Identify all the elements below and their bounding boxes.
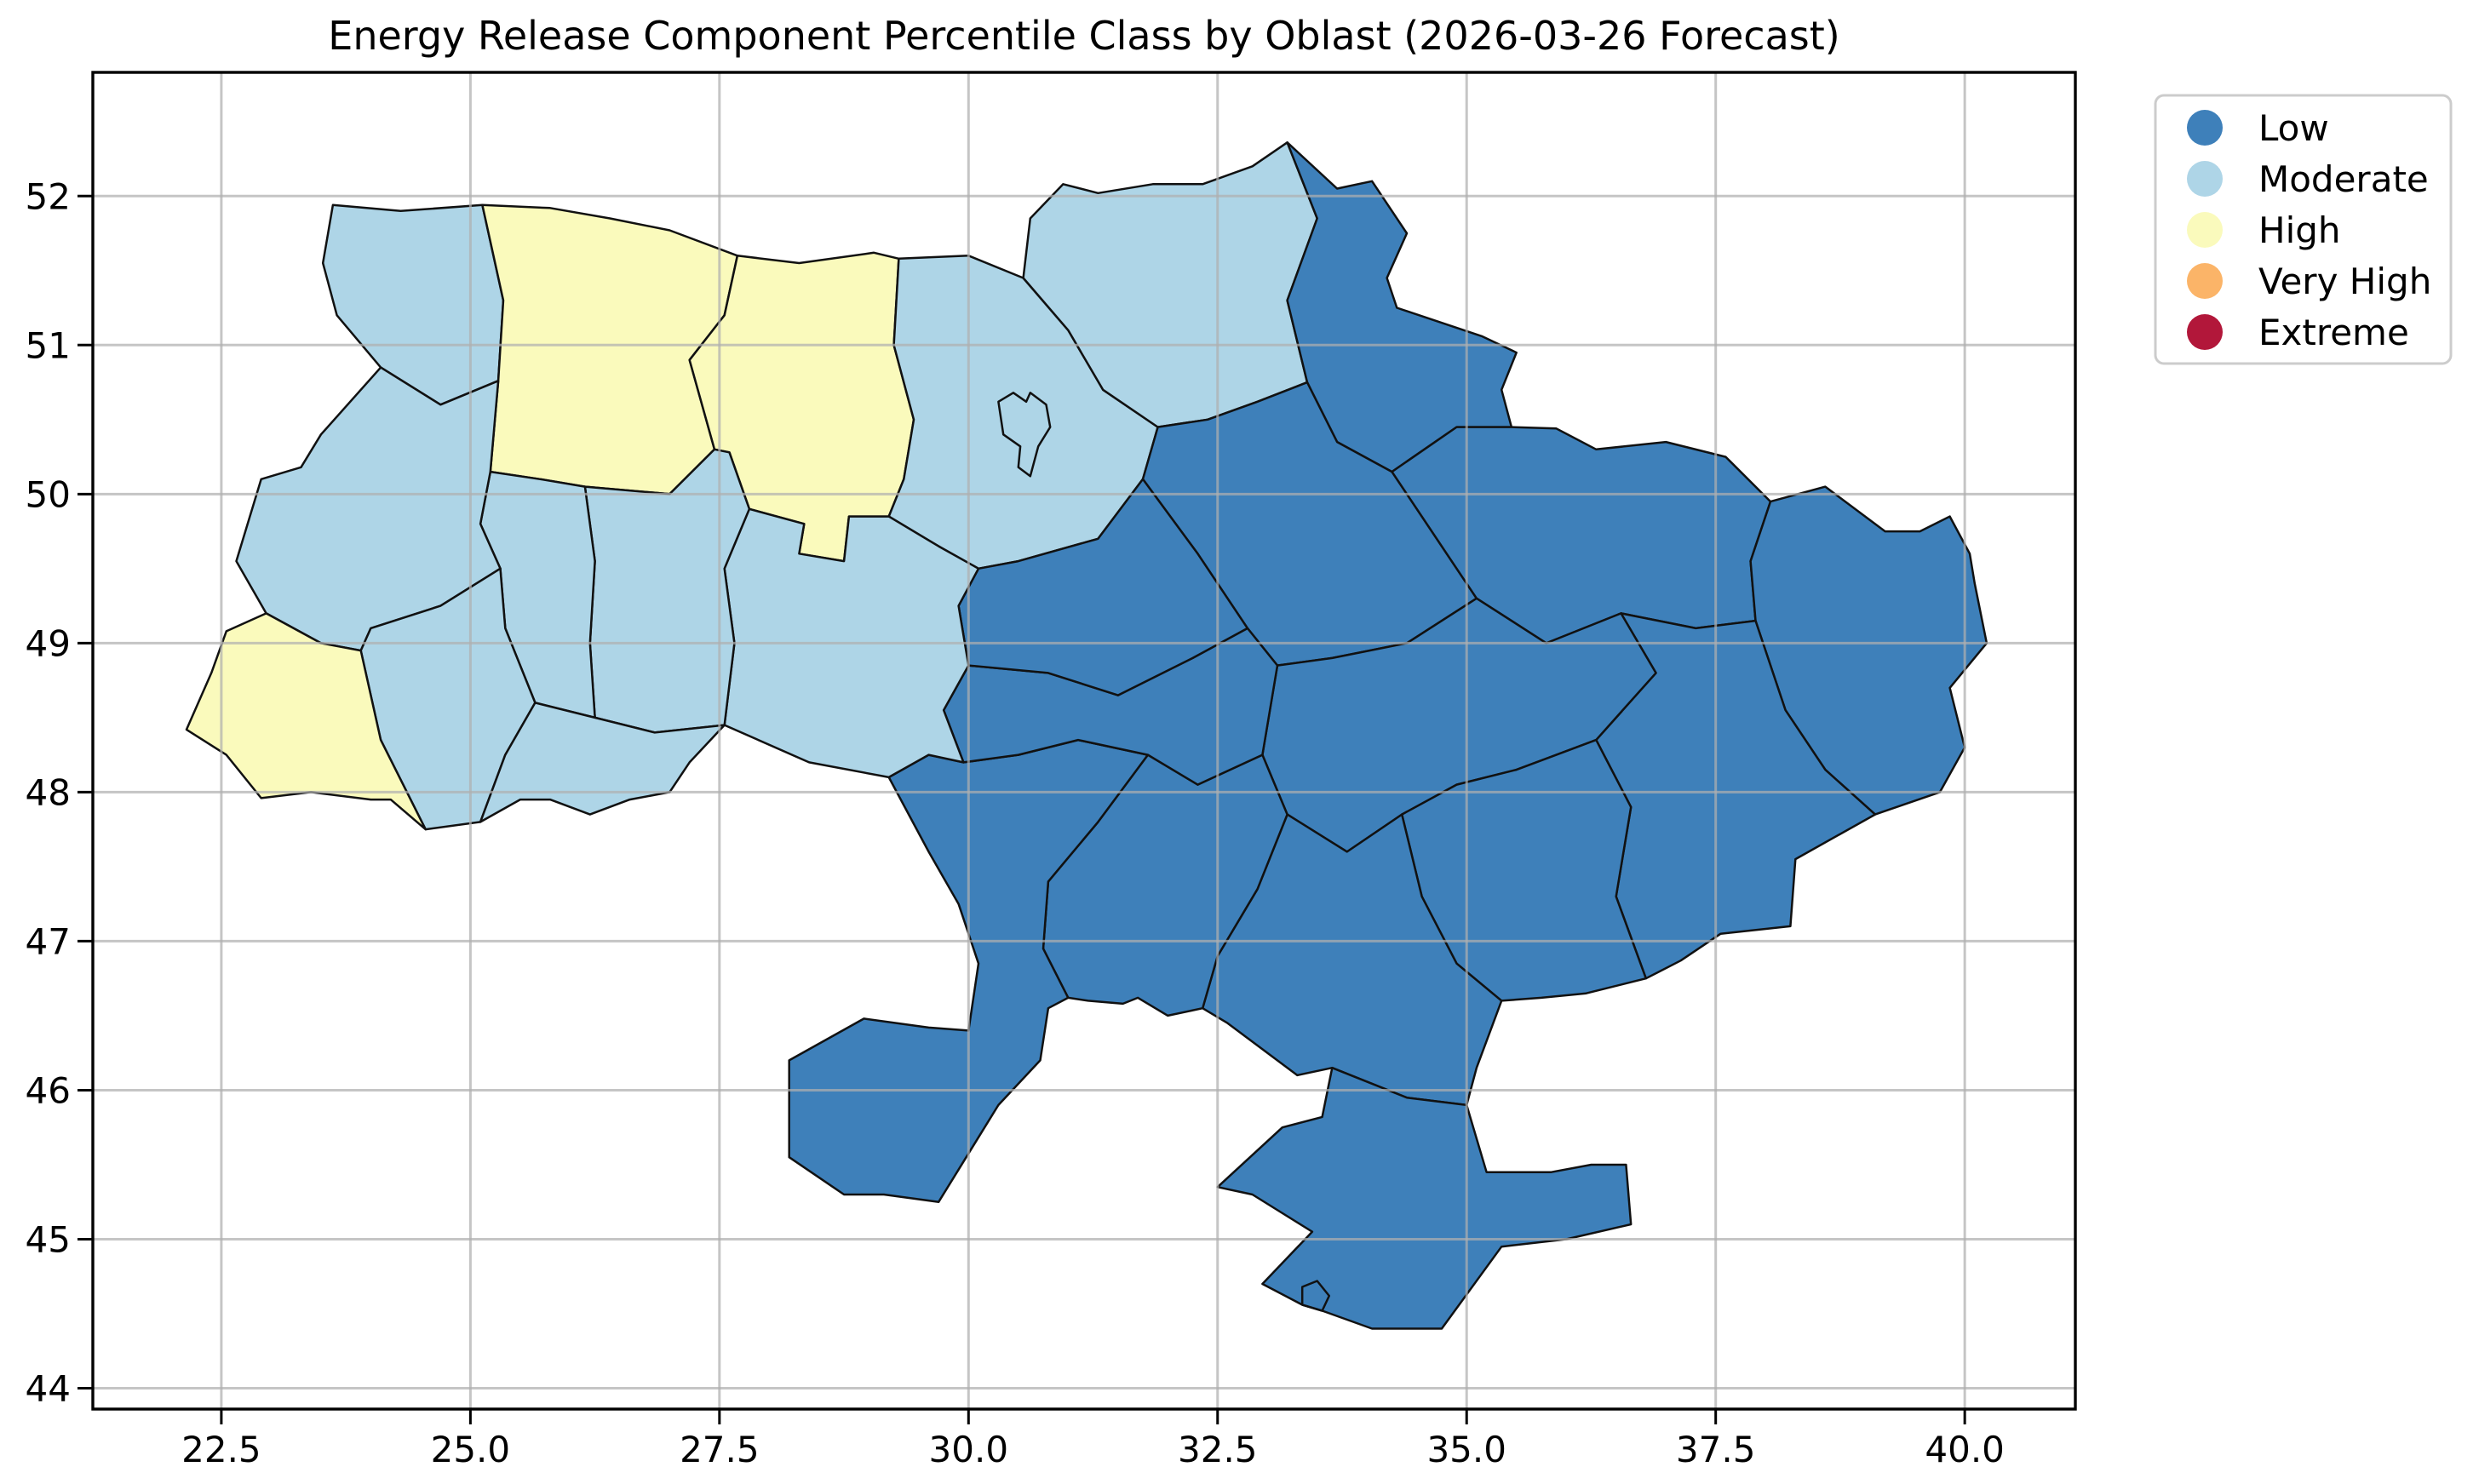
y-tick-label: 46 xyxy=(26,1069,71,1111)
x-tick-label: 30.0 xyxy=(929,1429,1009,1470)
legend-marker-low xyxy=(2187,110,2223,146)
y-tick-label: 44 xyxy=(26,1367,71,1409)
y-tick-label: 52 xyxy=(26,175,71,217)
x-tick-label: 25.0 xyxy=(431,1429,511,1470)
x-tick-label: 37.5 xyxy=(1676,1429,1756,1470)
y-tick-label: 47 xyxy=(26,920,71,962)
x-tick-label: 27.5 xyxy=(680,1429,760,1470)
legend-label-high: High xyxy=(2258,209,2341,251)
legend-marker-high xyxy=(2187,212,2223,248)
region-cherkasy xyxy=(957,478,1249,696)
y-tick-label: 51 xyxy=(26,324,71,366)
chart-title: Energy Release Component Percentile Clas… xyxy=(328,13,1839,59)
legend-label-extreme: Extreme xyxy=(2258,312,2409,353)
map-regions-layer xyxy=(185,141,1988,1330)
legend-label-very-high: Very High xyxy=(2258,261,2431,302)
x-tick-label: 35.0 xyxy=(1426,1429,1506,1470)
y-tick-label: 49 xyxy=(26,622,71,664)
legend: Low Moderate High Very High Extreme xyxy=(2154,94,2453,365)
legend-marker-extreme xyxy=(2187,314,2223,350)
region-sevastopol xyxy=(1300,1280,1331,1312)
legend-label-moderate: Moderate xyxy=(2258,158,2429,200)
region-crimea xyxy=(1216,1066,1633,1330)
region-zakarpattia xyxy=(185,612,427,831)
y-tick-label: 50 xyxy=(26,473,71,515)
legend-marker-moderate xyxy=(2187,161,2223,197)
plot-area-border xyxy=(91,71,2077,1411)
legend-marker-very-high xyxy=(2187,263,2223,299)
x-tick-label: 32.5 xyxy=(1178,1429,1258,1470)
x-tick-label: 40.0 xyxy=(1925,1429,2005,1470)
x-tick-label: 22.5 xyxy=(181,1429,261,1470)
legend-box xyxy=(2154,94,2453,365)
region-sumy xyxy=(1286,141,1518,473)
y-tick-label: 48 xyxy=(26,771,71,813)
y-tick-label: 45 xyxy=(26,1218,71,1260)
legend-label-low: Low xyxy=(2258,107,2329,149)
grid-layer xyxy=(93,72,2075,1409)
axes-layer: 22.5 25.0 27.5 30.0 32.5 35.0 37.5 40.0 44 45 46 47… xyxy=(26,71,2077,1470)
region-kyiv-city xyxy=(997,392,1052,478)
